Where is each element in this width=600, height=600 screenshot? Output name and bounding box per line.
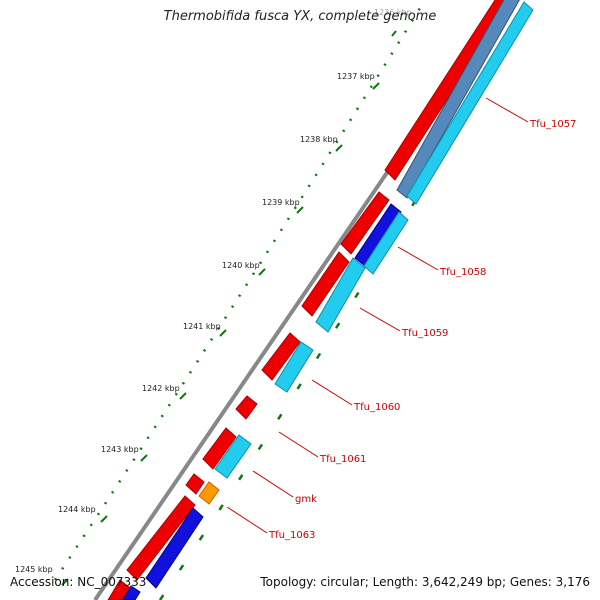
scale-label: 1245 kbp: [15, 565, 53, 574]
cds-feature[interactable]: [185, 473, 205, 495]
scale-label: 1241 kbp: [183, 322, 221, 331]
gene-label-tfu-1061[interactable]: Tfu_1061: [319, 454, 366, 465]
scale-label: 1243 kbp: [101, 445, 139, 454]
scale-label: 1237 kbp: [337, 72, 375, 81]
cds-feature[interactable]: [301, 251, 350, 317]
cds-feature[interactable]: [274, 341, 314, 393]
scale-label: 1236 kbp: [374, 8, 412, 17]
scale-label: 1242 kbp: [142, 384, 180, 393]
rna-feature[interactable]: [354, 203, 402, 267]
accession-text: Accession: NC_007333: [10, 575, 147, 589]
cds-feature[interactable]: [406, 1, 534, 205]
misc-feature[interactable]: [396, 0, 525, 199]
gene-label-tfu-1060[interactable]: Tfu_1060: [353, 402, 400, 413]
gene-label-tfu-1058[interactable]: Tfu_1058: [439, 267, 486, 278]
inner-tick-ring: [158, 0, 538, 600]
gene-label-tfu-1059[interactable]: Tfu_1059: [401, 328, 448, 339]
scale-label: 1239 kbp: [262, 198, 300, 207]
scale-label: 1240 kbp: [222, 261, 260, 270]
scale-label: 1238 kbp: [300, 135, 338, 144]
scale-ticks: [61, 30, 397, 586]
rna-feature[interactable]: [122, 585, 141, 600]
cds-feature[interactable]: [261, 332, 301, 381]
reverse-strand-features: [122, 0, 534, 600]
gene-label-gmk[interactable]: gmk: [295, 494, 317, 505]
cds-feature[interactable]: [214, 434, 252, 479]
label-leaders: [226, 97, 529, 534]
gene-label-tfu-1063[interactable]: Tfu_1063: [268, 530, 315, 541]
scale-label: 1244 kbp: [58, 505, 96, 514]
cds-feature[interactable]: [202, 427, 237, 470]
topology-text: Topology: circular; Length: 3,642,249 bp…: [260, 575, 590, 589]
rna-feature[interactable]: [145, 507, 204, 589]
gmk-feature[interactable]: [198, 481, 220, 505]
map-title: Thermobifida fusca YX, complete genome: [163, 9, 437, 24]
cds-feature[interactable]: [126, 495, 196, 581]
cds-feature[interactable]: [340, 191, 390, 255]
cds-feature[interactable]: [363, 211, 409, 275]
cds-feature[interactable]: [235, 395, 258, 420]
cds-feature[interactable]: [315, 257, 366, 333]
gene-label-tfu-1057[interactable]: Tfu_1057: [529, 119, 576, 130]
scale-ring: [53, 0, 427, 581]
